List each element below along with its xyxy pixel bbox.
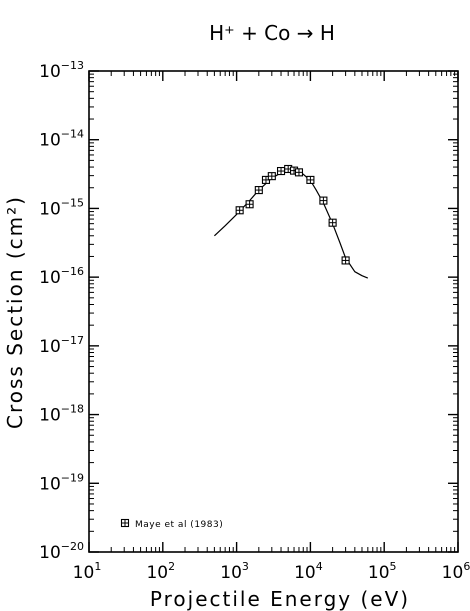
plot-frame [88,70,459,553]
data-point [319,196,328,205]
y-tick-label: 10−19 [39,471,84,494]
major-ticks [88,70,459,553]
data-point [341,256,350,265]
data-point [254,186,263,195]
y-tick-label: 10−13 [39,59,84,82]
data-point [294,168,304,177]
y-tick-labels: 10−20 10−19 10−18 10−17 10−16 10−15 10−14 10−13 [39,59,84,563]
x-tick-label: 102 [146,560,175,583]
y-tick-label: 10−20 [39,540,84,563]
legend: Maye et al (1983) [120,518,223,530]
y-tick-label: 10−15 [39,196,84,219]
data-point [276,166,286,176]
data-point [267,172,276,181]
data-point [235,206,244,215]
x-tick-labels: 101 102 103 104 105 106 [73,560,470,583]
data-point [245,200,254,209]
x-tick-label: 101 [73,560,102,583]
y-tick-label: 10−14 [39,128,84,151]
legend-marker-symbol [120,518,130,528]
chart-title: H⁺ + Co → H [209,21,335,45]
minor-ticks [89,71,458,552]
y-tick-label: 10−17 [39,334,84,357]
x-tick-label: 104 [294,560,323,583]
y-axis-label: Cross Section (cm²) [3,195,27,429]
data-point [306,175,315,184]
y-tick-label: 10−16 [39,265,84,288]
x-tick-label: 103 [220,560,249,583]
x-tick-label: 105 [368,560,397,583]
data-point [328,218,337,227]
series-layer [213,164,369,279]
x-tick-label: 106 [442,560,470,583]
legend-marker [120,518,130,528]
y-tick-label: 10−18 [39,403,84,426]
x-axis-label: Projectile Energy (eV) [150,587,410,611]
legend-label: Maye et al (1983) [135,520,223,530]
